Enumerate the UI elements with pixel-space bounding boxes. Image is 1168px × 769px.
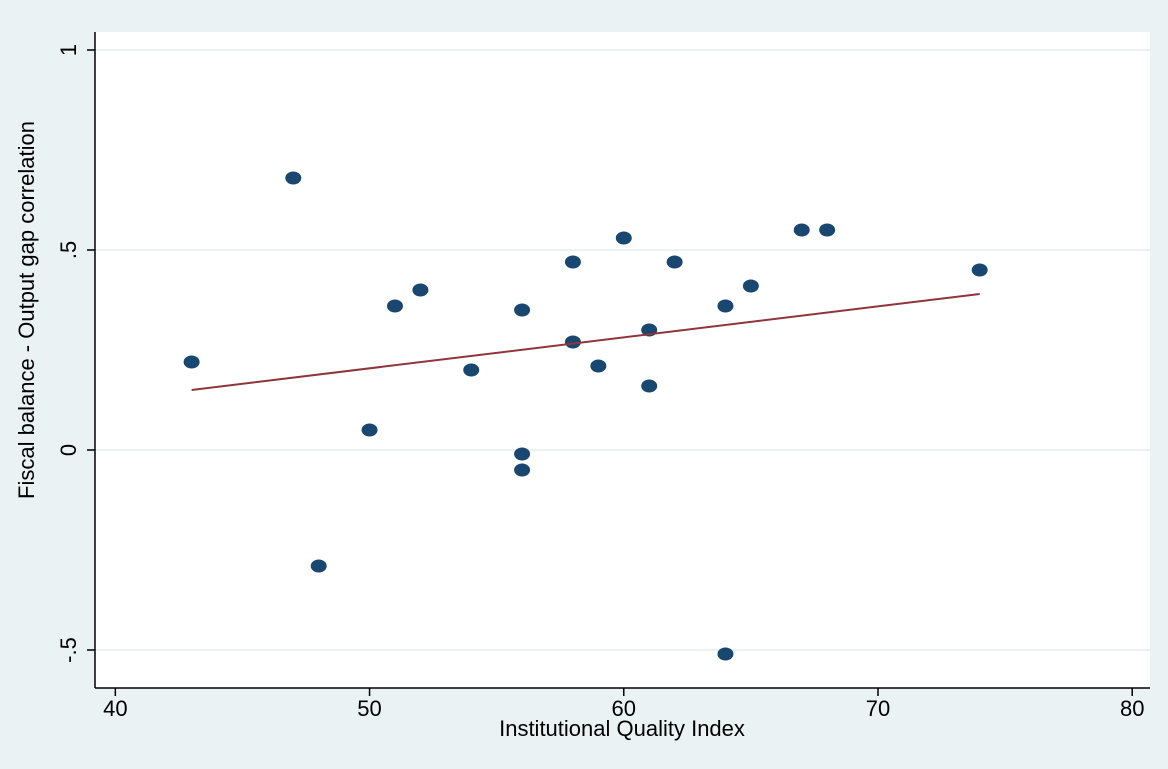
point: [666, 255, 683, 269]
x-tick-label: 40: [103, 696, 127, 721]
y-tick-label: 0: [56, 444, 81, 456]
point: [285, 171, 302, 185]
plot-area: [95, 32, 1150, 688]
point: [793, 223, 810, 237]
point: [463, 363, 480, 377]
point: [183, 355, 200, 369]
x-tick-label: 70: [866, 696, 890, 721]
point: [514, 447, 531, 461]
x-axis-title: Institutional Quality Index: [499, 716, 745, 741]
point: [514, 463, 531, 477]
point: [742, 279, 759, 293]
point: [564, 335, 581, 349]
y-tick-label: .5: [56, 241, 81, 259]
x-tick-label: 80: [1120, 696, 1144, 721]
point: [971, 263, 988, 277]
y-tick-label: 1: [56, 44, 81, 56]
point: [386, 299, 403, 313]
fit-line: [191, 293, 980, 391]
point: [717, 647, 734, 661]
point: [590, 359, 607, 373]
point: [361, 423, 378, 437]
point: [717, 299, 734, 313]
point: [412, 283, 429, 297]
x-tick-label: 60: [612, 696, 636, 721]
point: [310, 559, 327, 573]
x-tick-label: 50: [357, 696, 381, 721]
point: [615, 231, 632, 245]
point: [819, 223, 836, 237]
point: [514, 303, 531, 317]
y-axis-title: Fiscal balance - Output gap correlation: [14, 121, 39, 499]
y-tick-label: -.5: [56, 637, 81, 663]
point: [564, 255, 581, 269]
point: [641, 379, 658, 393]
